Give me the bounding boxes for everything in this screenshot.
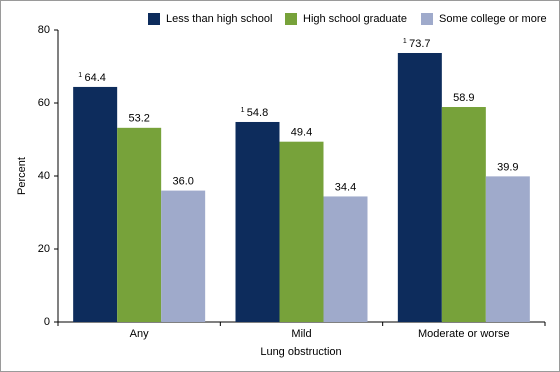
value-label: 53.2 — [128, 113, 149, 125]
value-label: 73.7 — [409, 38, 430, 50]
value-label: 34.4 — [335, 181, 356, 193]
bar — [235, 121, 280, 322]
y-tick-label: 60 — [38, 97, 50, 109]
footnote-mark: 1 — [241, 107, 245, 114]
bar — [279, 141, 324, 322]
bar — [73, 86, 118, 322]
bar — [441, 107, 486, 322]
legend-label: Less than high school — [166, 13, 272, 25]
y-tick-label: 20 — [38, 243, 50, 255]
x-axis-title: Lung obstruction — [260, 346, 341, 358]
legend-swatch — [421, 13, 433, 25]
y-tick-label: 80 — [38, 24, 50, 36]
legend-label: High school graduate — [303, 13, 407, 25]
footnote-mark: 1 — [78, 72, 82, 79]
x-tick-label: Moderate or worse — [418, 328, 510, 340]
bar — [485, 176, 530, 322]
value-label: 49.4 — [291, 127, 312, 139]
bar — [397, 52, 442, 323]
bar — [161, 190, 206, 322]
x-tick-label: Any — [130, 328, 149, 340]
legend-label: Some college or more — [439, 13, 547, 25]
bar — [117, 127, 162, 322]
value-label: 54.8 — [247, 107, 268, 119]
bar — [323, 196, 368, 322]
footnote-mark: 1 — [403, 38, 407, 45]
legend-swatch — [148, 13, 160, 25]
y-axis-title: Percent — [16, 157, 28, 195]
value-label: 64.4 — [84, 72, 105, 84]
x-tick-label: Mild — [291, 328, 311, 340]
y-tick-label: 40 — [38, 170, 50, 182]
value-label: 36.0 — [172, 176, 193, 188]
value-label: 39.9 — [497, 161, 518, 173]
y-tick-label: 0 — [44, 316, 50, 328]
value-label: 58.9 — [453, 92, 474, 104]
legend-swatch — [285, 13, 297, 25]
